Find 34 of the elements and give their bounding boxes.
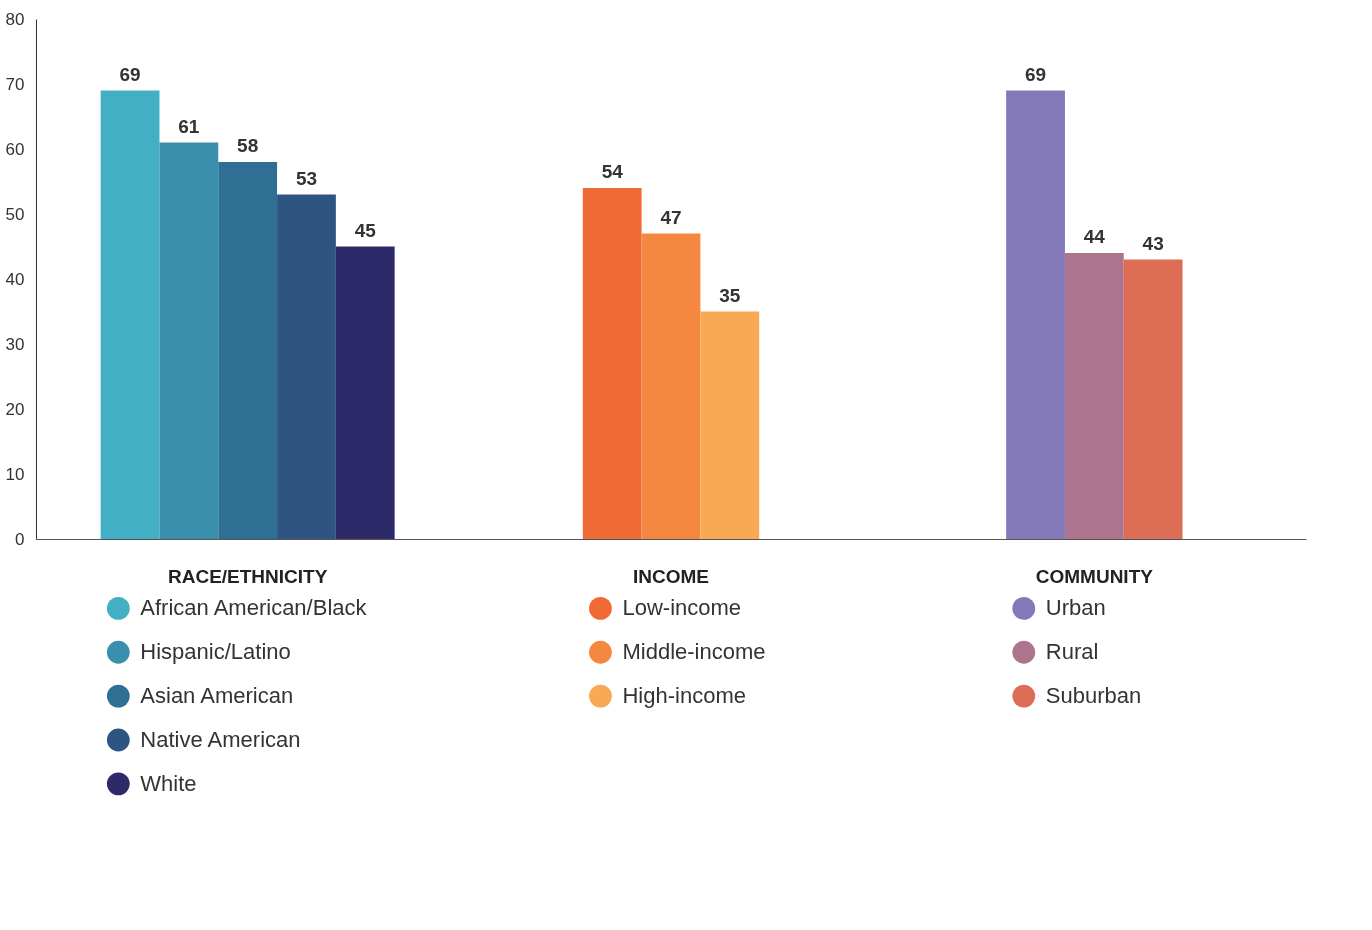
data-label: 47 <box>660 206 682 228</box>
x-tick-label: COMMUNITY <box>1035 565 1154 587</box>
legend-label: Hispanic/Latino <box>140 639 291 665</box>
data-label: 45 <box>354 219 377 241</box>
y-tick-label: 20 <box>5 399 25 419</box>
y-tick-label: 40 <box>5 269 25 289</box>
y-tick-label: 10 <box>5 464 25 484</box>
data-label: 58 <box>237 135 259 156</box>
x-tick-label: INCOME <box>633 565 709 587</box>
legend-label: Rural <box>1045 639 1099 665</box>
data-label: 54 <box>601 161 624 182</box>
legend-label: High-income <box>622 683 746 709</box>
y-tick-label: 30 <box>5 334 25 354</box>
data-label: 44 <box>1083 226 1106 247</box>
data-label: 69 <box>1024 63 1047 85</box>
data-label: 53 <box>295 167 318 189</box>
y-tick-label: 0 <box>15 529 25 549</box>
legend-label: Native American <box>140 726 301 752</box>
data-label: 61 <box>178 115 200 137</box>
legend-label: Asian American <box>140 683 294 709</box>
legend-label: African American/Black <box>140 595 368 621</box>
legend-label: White <box>140 770 197 796</box>
data-label: 35 <box>719 284 741 306</box>
data-label: 69 <box>119 63 141 85</box>
legend-label: Suburban <box>1045 683 1142 709</box>
legend-label: Low-income <box>622 595 742 621</box>
y-tick-label: 70 <box>5 74 25 94</box>
x-tick-label: RACE/ETHNICITY <box>167 565 328 587</box>
legend-label: Urban <box>1045 595 1106 621</box>
y-tick-label: 60 <box>5 139 25 159</box>
y-tick-label: 50 <box>5 204 25 224</box>
legend-label: Middle-income <box>622 639 766 665</box>
data-label: 43 <box>1142 232 1164 254</box>
y-tick-label: 80 <box>5 9 25 29</box>
